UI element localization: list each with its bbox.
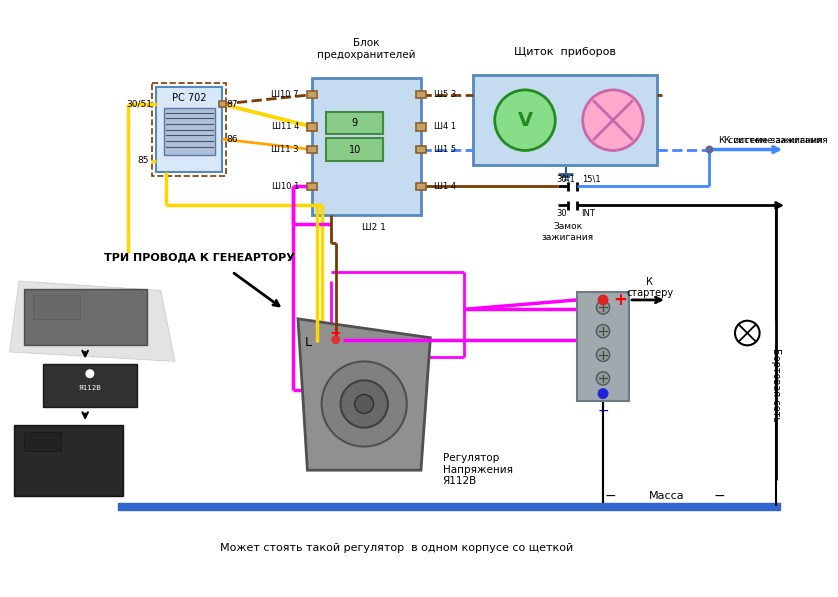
- Text: ТРИ ПРОВОДА К ГЕНЕАРТОРУ: ТРИ ПРОВОДА К ГЕНЕАРТОРУ: [104, 253, 295, 262]
- Text: Блок
предохранителей: Блок предохранителей: [318, 38, 416, 60]
- Text: INT: INT: [581, 210, 595, 219]
- Bar: [14, 425, 123, 496]
- Bar: [416, 91, 426, 99]
- Bar: [43, 364, 137, 407]
- Bar: [23, 288, 147, 345]
- Text: Замок
зажигания: Замок зажигания: [541, 222, 593, 242]
- Text: Масса: Масса: [649, 491, 685, 501]
- Text: К системе зажигания: К системе зажигания: [719, 136, 823, 144]
- Bar: [308, 91, 317, 99]
- Text: L: L: [305, 336, 312, 349]
- Bar: [326, 112, 383, 134]
- Text: Ш11 3: Ш11 3: [272, 145, 299, 154]
- Circle shape: [582, 90, 644, 150]
- Bar: [23, 432, 61, 451]
- Text: Ш1 5: Ш1 5: [434, 145, 457, 154]
- Bar: [326, 138, 383, 161]
- Text: Ш1 4: Ш1 4: [434, 182, 457, 191]
- Bar: [577, 293, 629, 401]
- Circle shape: [735, 321, 759, 345]
- Circle shape: [494, 90, 556, 150]
- Text: РС 702: РС 702: [172, 94, 206, 103]
- Text: Ш2 1: Ш2 1: [362, 223, 385, 232]
- Text: 85: 85: [137, 156, 148, 165]
- Text: 30/51: 30/51: [126, 100, 152, 109]
- Text: 15\1: 15\1: [582, 174, 600, 183]
- Text: К системе зажигания: К системе зажигания: [724, 136, 827, 144]
- Text: Ш11 4: Ш11 4: [272, 122, 299, 131]
- Text: Ш5 3: Ш5 3: [434, 90, 457, 99]
- Bar: [163, 108, 215, 155]
- Text: +: +: [613, 291, 627, 309]
- Bar: [153, 84, 226, 176]
- Circle shape: [597, 325, 609, 338]
- Bar: [416, 123, 426, 131]
- Bar: [473, 75, 658, 165]
- Circle shape: [322, 361, 406, 447]
- Text: Регулятор
Напряжения
Я112В: Регулятор Напряжения Я112В: [442, 453, 513, 487]
- Bar: [118, 503, 780, 510]
- Bar: [312, 78, 421, 215]
- Text: Я112В: Я112В: [79, 385, 101, 391]
- Bar: [308, 123, 317, 131]
- Text: V: V: [517, 110, 532, 130]
- Circle shape: [354, 395, 374, 414]
- Text: −: −: [713, 489, 725, 503]
- Text: +: +: [330, 326, 342, 340]
- Text: 10: 10: [349, 144, 361, 155]
- Text: −: −: [604, 489, 616, 503]
- Bar: [416, 183, 426, 190]
- Text: 30\1: 30\1: [556, 174, 575, 183]
- Text: 30: 30: [556, 210, 566, 219]
- Text: Ш10 7: Ш10 7: [272, 90, 299, 99]
- Text: 86: 86: [226, 134, 238, 144]
- Circle shape: [597, 372, 609, 385]
- Polygon shape: [9, 281, 175, 361]
- Text: Щиток  приборов: Щиток приборов: [515, 47, 616, 57]
- Text: 9: 9: [352, 118, 358, 128]
- Polygon shape: [298, 319, 431, 470]
- Circle shape: [598, 295, 608, 304]
- Circle shape: [332, 336, 339, 343]
- Text: Ш10 1: Ш10 1: [272, 182, 299, 191]
- Text: Ш4 1: Ш4 1: [434, 122, 457, 131]
- Bar: [219, 101, 226, 107]
- Text: К
стартеру: К стартеру: [626, 277, 674, 298]
- Text: −: −: [597, 404, 609, 417]
- Bar: [308, 183, 317, 190]
- Circle shape: [598, 389, 608, 398]
- Text: 87: 87: [226, 100, 238, 109]
- Circle shape: [597, 348, 609, 361]
- Text: Бортовая сеть: Бортовая сеть: [771, 348, 781, 422]
- Circle shape: [597, 301, 609, 314]
- Bar: [308, 146, 317, 153]
- Circle shape: [86, 370, 94, 377]
- Circle shape: [706, 146, 713, 153]
- Bar: [34, 295, 80, 319]
- Circle shape: [340, 380, 388, 427]
- Bar: [416, 146, 426, 153]
- Bar: [156, 87, 222, 172]
- Text: Может стоять такой регулятор  в одном корпусе со щеткой: Может стоять такой регулятор в одном кор…: [220, 543, 573, 553]
